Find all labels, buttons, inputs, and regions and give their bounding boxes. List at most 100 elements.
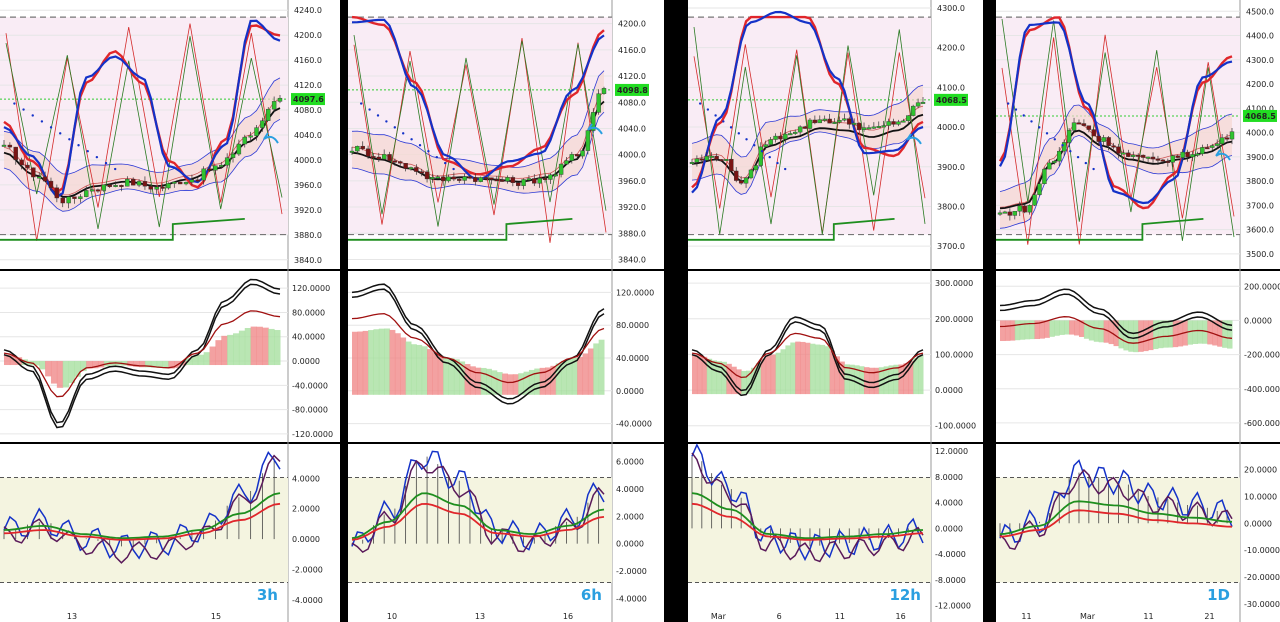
price-tick-label: 3880.0: [618, 229, 646, 238]
osc1-fill-bar: [780, 349, 786, 395]
osc1-fill-bar: [883, 366, 890, 395]
candle-body: [260, 120, 265, 128]
osc1-tick-label: -40.0000: [616, 420, 652, 429]
osc2-band: [688, 477, 931, 583]
osc1-fill-bar: [368, 330, 374, 395]
dotted-trend-point: [784, 167, 787, 171]
osc1-fill-bar: [209, 346, 216, 366]
candle-body: [1175, 155, 1180, 158]
candle-body: [807, 119, 813, 129]
candle-body: [355, 145, 360, 152]
osc2-tick-label: -4.0000: [935, 550, 966, 559]
osc1-fill-bar: [587, 348, 594, 395]
osc1-tick-label: -100.0000: [935, 422, 976, 431]
osc2-tick-label: -20.0000: [1244, 573, 1280, 582]
dotted-trend-point: [13, 102, 16, 105]
candle-body: [242, 136, 247, 145]
osc1-tick-label: -400.0000: [1244, 385, 1280, 394]
osc1-fill-bar: [716, 361, 722, 395]
green-support-line: [688, 217, 895, 241]
price-tick-label: 4300.0: [1246, 56, 1274, 65]
price-tick-label: 3900.0: [1246, 153, 1274, 162]
candle-body: [758, 146, 764, 166]
osc1-fill-bar: [507, 374, 514, 395]
candle-body: [1205, 147, 1210, 150]
candle-body: [881, 125, 886, 128]
osc1-fill-bar: [378, 328, 385, 395]
candle-body: [478, 177, 483, 182]
osc2-tick-label: 0.0000: [616, 540, 644, 549]
osc1-fill-bar: [770, 354, 777, 395]
osc2-tick-label: 20.0000: [1244, 466, 1277, 475]
candle-body: [689, 162, 695, 164]
dotted-trend-point: [1084, 161, 1088, 165]
osc1-fill-bar: [849, 364, 855, 395]
osc1-fill-bar: [1074, 320, 1080, 336]
osc1-tick-label: 0.0000: [935, 386, 963, 395]
osc1-fill-bar: [97, 361, 105, 368]
candle-body: [891, 121, 896, 125]
lower-band-line: [3, 118, 281, 212]
dotted-trend-point: [729, 126, 733, 129]
osc1-fill-bar: [873, 367, 880, 395]
candle-body: [54, 187, 60, 199]
price-tick-label: 4040.0: [294, 131, 322, 140]
osc1-fill-bar: [701, 356, 708, 395]
candle-body: [797, 126, 803, 133]
candle-body: [1136, 154, 1141, 157]
osc1-fill-bar: [1044, 320, 1050, 338]
osc1-tick-label: 40.0000: [292, 333, 325, 342]
candle-body: [866, 127, 872, 130]
candle-body: [381, 154, 387, 160]
osc1-fill-bar: [1187, 320, 1194, 345]
osc1-fill-bar: [1039, 320, 1045, 339]
candle-body: [435, 176, 440, 179]
candle-body: [753, 165, 759, 171]
price-tick-label: 3800.0: [937, 202, 965, 211]
osc1-fill-bar: [394, 333, 401, 395]
price-tick-label: 4080.0: [294, 106, 322, 115]
candle-body: [773, 135, 778, 140]
osc1-fill-bar: [1128, 320, 1134, 352]
osc2-red-line: [3, 502, 281, 541]
candle-body: [1052, 160, 1057, 164]
lower-band-line: [351, 111, 605, 194]
candle-body: [532, 178, 537, 184]
bollinger-band-fill: [4, 77, 280, 212]
osc1-fill-bar: [56, 361, 64, 388]
osc1-fill-bar: [711, 360, 718, 395]
candle-body: [1096, 135, 1101, 142]
osc1-fill-bar: [215, 340, 222, 366]
osc1-fill-bar: [244, 328, 252, 366]
candle-body: [189, 179, 195, 183]
dotted-trend-point: [1076, 155, 1080, 159]
osc1-fill-bar: [1227, 320, 1233, 349]
osc1-fill-bar: [416, 344, 423, 395]
candle-body: [906, 115, 911, 122]
candle-body: [392, 160, 398, 163]
osc1-fill-bar: [168, 361, 175, 369]
osc1-fill-bar: [545, 367, 551, 395]
candle-body: [1081, 123, 1087, 126]
candle-body: [213, 165, 218, 171]
osc1-fill-bar: [127, 361, 134, 367]
osc2-red-line: [999, 509, 1233, 538]
candle-body: [1145, 156, 1151, 159]
osc1-fill-bar: [191, 355, 199, 366]
dotted-trend-point: [714, 114, 717, 117]
candle-body: [430, 177, 435, 180]
osc1-fill-bar: [9, 355, 17, 366]
osc1-fill-bar: [785, 345, 791, 395]
x-tick-label: 21: [1204, 612, 1214, 621]
candle-body: [101, 184, 107, 191]
price-tick-label: 3960.0: [294, 181, 322, 190]
x-tick-label: 11: [1143, 612, 1153, 621]
price-tick-label: 4200.0: [294, 31, 322, 40]
candle-body: [1002, 211, 1008, 214]
candle-body: [871, 126, 877, 129]
dotted-trend-point: [418, 144, 422, 147]
candle-body: [548, 174, 553, 180]
dotted-trend-point: [1030, 120, 1033, 123]
candle-body: [1076, 122, 1082, 125]
dotted-trend-point: [31, 114, 34, 117]
